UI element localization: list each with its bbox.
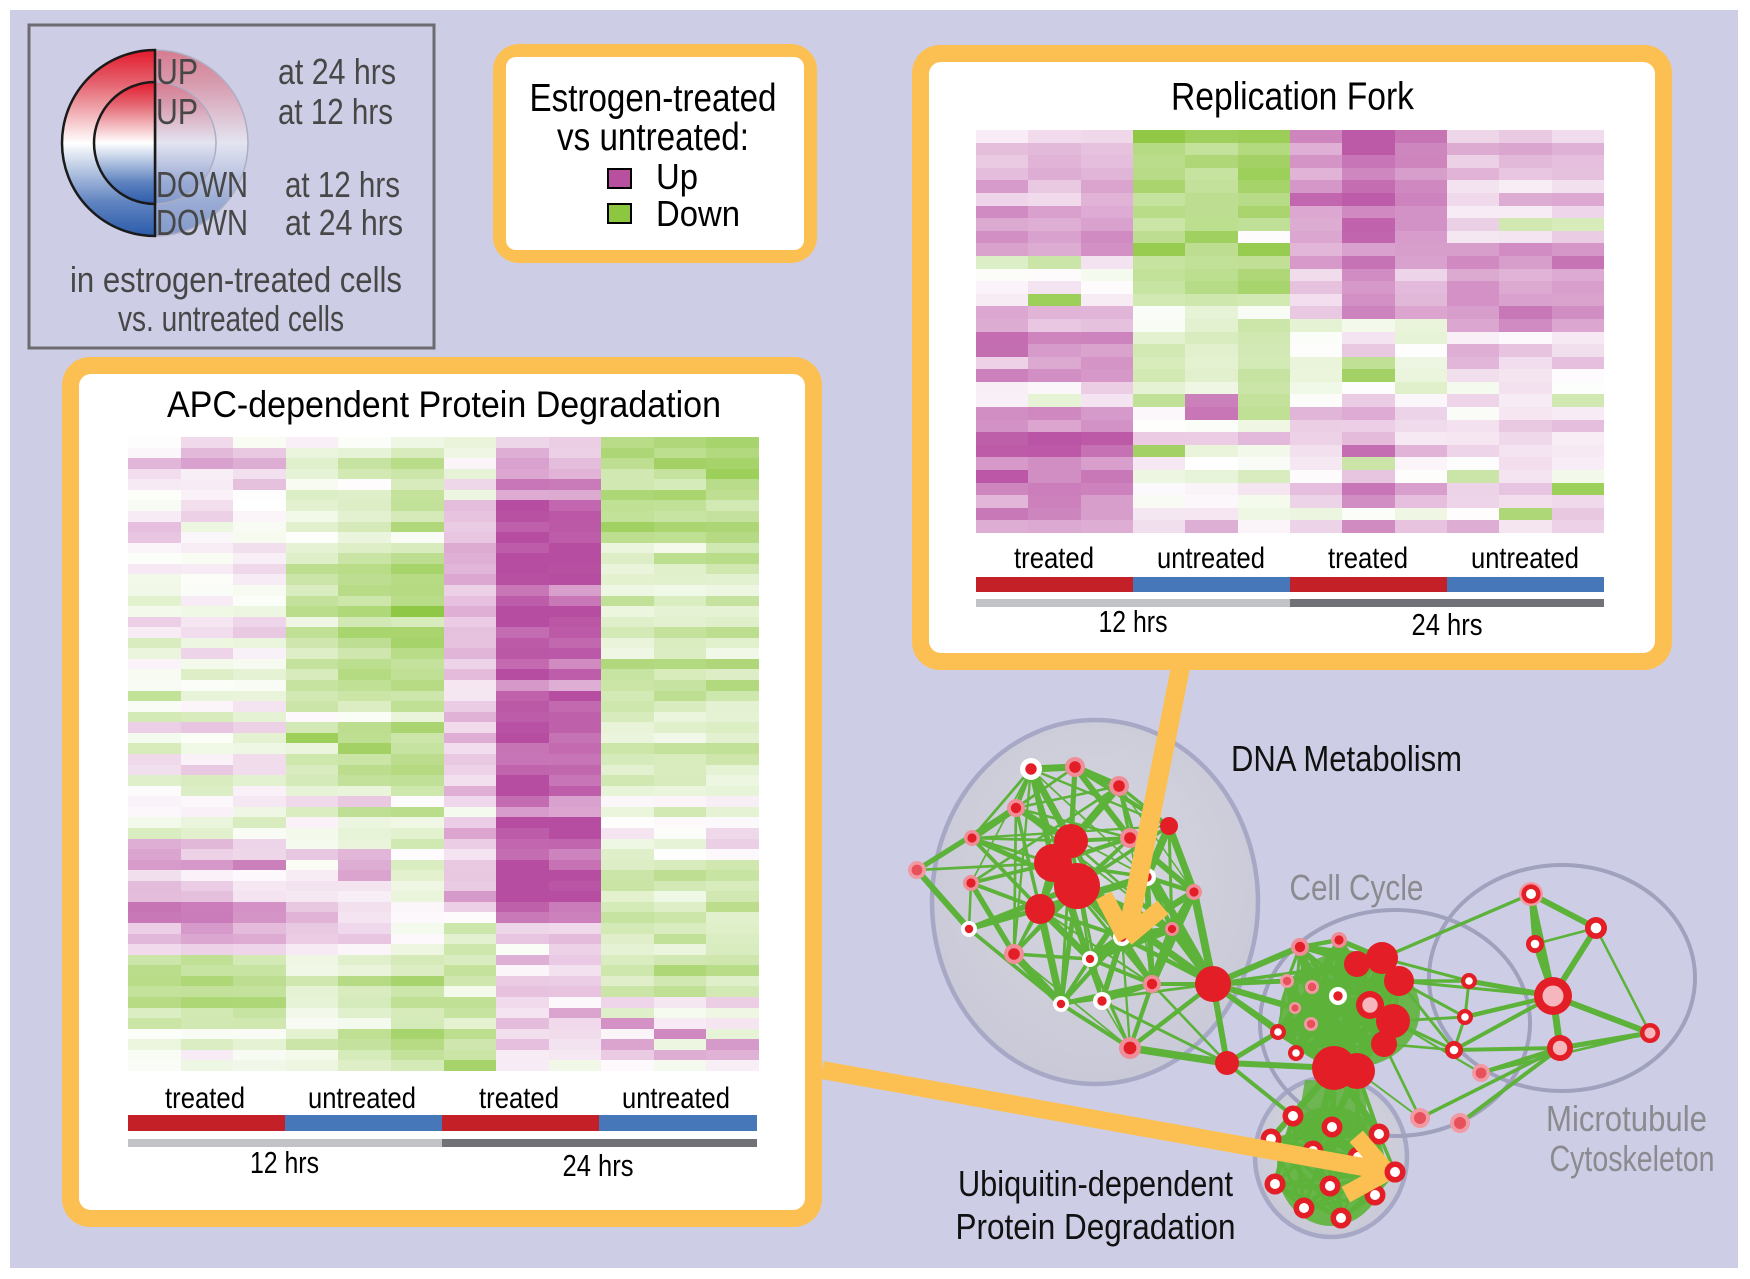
svg-text:treated: treated (479, 1082, 559, 1115)
svg-text:treated: treated (165, 1082, 245, 1115)
svg-text:vs. untreated cells: vs. untreated cells (118, 298, 344, 339)
svg-text:treated: treated (1014, 542, 1094, 575)
svg-text:12 hrs: 12 hrs (1099, 604, 1168, 639)
svg-text:in estrogen-treated cells: in estrogen-treated cells (70, 259, 402, 300)
svg-text:Cytoskeleton: Cytoskeleton (1550, 1138, 1715, 1179)
svg-text:vs untreated:: vs untreated: (557, 116, 749, 159)
svg-text:Down: Down (656, 193, 740, 234)
svg-text:Protein Degradation: Protein Degradation (956, 1206, 1236, 1247)
svg-text:Cell Cycle: Cell Cycle (1290, 867, 1424, 908)
svg-text:Ubiquitin-dependent: Ubiquitin-dependent (958, 1163, 1233, 1204)
svg-text:DOWN: DOWN (156, 202, 248, 243)
svg-text:at 12 hrs: at 12 hrs (278, 91, 393, 132)
svg-text:at 24 hrs: at 24 hrs (278, 51, 396, 92)
svg-text:Microtubule: Microtubule (1546, 1098, 1707, 1139)
svg-text:DOWN: DOWN (156, 164, 248, 205)
svg-text:24 hrs: 24 hrs (1412, 607, 1483, 642)
svg-text:untreated: untreated (1157, 542, 1265, 575)
svg-text:12 hrs: 12 hrs (250, 1145, 319, 1180)
svg-text:untreated: untreated (1471, 542, 1579, 575)
svg-text:at 24 hrs: at 24 hrs (285, 202, 403, 243)
svg-text:24 hrs: 24 hrs (563, 1148, 634, 1183)
svg-text:untreated: untreated (622, 1082, 730, 1115)
svg-text:Estrogen-treated: Estrogen-treated (530, 77, 777, 120)
svg-text:APC-dependent Protein Degradat: APC-dependent Protein Degradation (167, 384, 721, 425)
svg-text:at 12 hrs: at 12 hrs (285, 164, 400, 205)
svg-text:UP: UP (156, 91, 198, 132)
svg-text:UP: UP (156, 51, 198, 92)
svg-text:untreated: untreated (308, 1082, 416, 1115)
svg-text:treated: treated (1328, 542, 1408, 575)
svg-text:Replication Fork: Replication Fork (1171, 76, 1414, 119)
svg-text:Up: Up (656, 156, 698, 197)
svg-text:DNA Metabolism: DNA Metabolism (1231, 738, 1462, 779)
